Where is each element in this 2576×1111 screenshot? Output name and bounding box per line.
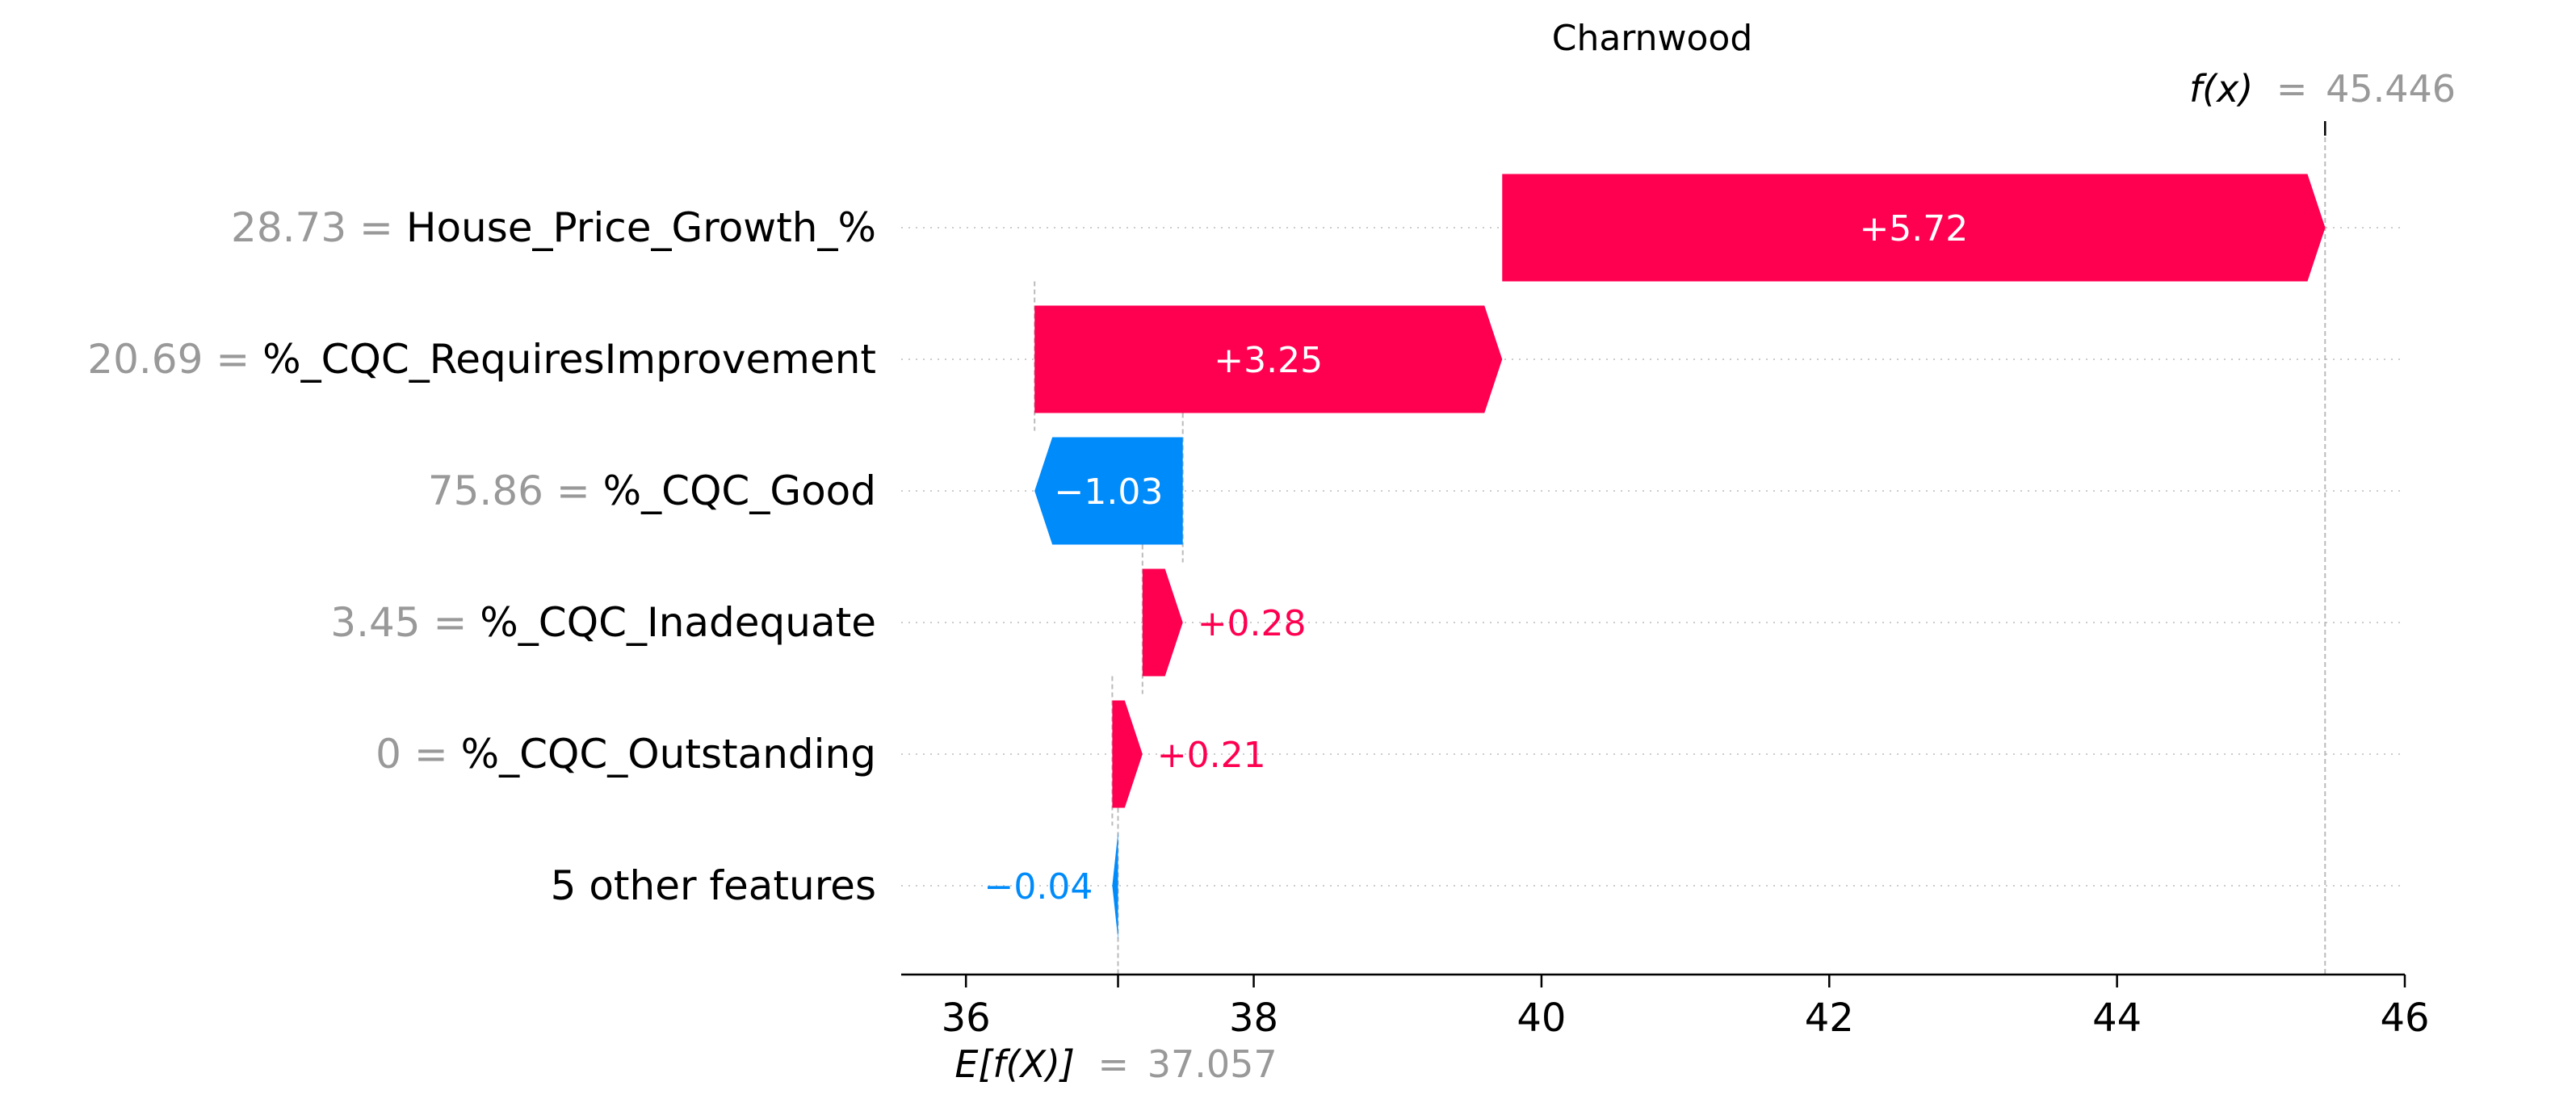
row-label-4: 0 = %_CQC_Outstanding [375,731,876,778]
contribution-label-3: +0.28 [1198,603,1307,644]
contribution-label-2: −1.03 [1055,472,1164,513]
x-tick-label: 46 [2380,996,2429,1041]
contribution-label-5: −0.04 [984,866,1093,908]
contribution-label-1: +3.25 [1214,340,1323,381]
fx-annotation: f(x) = 45.446 [2189,67,2456,111]
row-label-1: 20.69 = %_CQC_RequiresImprovement [87,336,876,383]
bars: +5.72 +3.25 −1.03 +0.28 +0.21 −0.04 [984,174,2326,940]
feature-name: House_Price_Growth_% [406,204,876,251]
feature-value: 75.86 = [428,467,603,514]
ex-label: E[f(X)] [954,1042,1075,1086]
fx-equals: = [2276,67,2308,111]
ex-value: 37.057 [1147,1042,1278,1086]
feature-name: %_CQC_Inadequate [480,599,876,646]
bar-feature-1 [1034,305,1503,413]
x-tick-label: 42 [1805,996,1854,1041]
row-label-5: 5 other features [551,862,876,909]
feature-name: %_CQC_RequiresImprovement [262,336,876,383]
fx-value: 45.446 [2326,67,2456,111]
svg-text:f(x) = 45.446: f(x) = 45.446 [2189,67,2456,111]
contribution-label-0: +5.72 [1859,208,1968,249]
feature-name: %_CQC_Outstanding [461,731,876,778]
contribution-label-4: +0.21 [1157,735,1266,776]
row-label-2: 75.86 = %_CQC_Good [428,467,876,514]
svg-text:E[f(X)] = 37.057: E[f(X)] = 37.057 [954,1042,1277,1086]
chart-title: Charnwood [1552,18,1753,59]
x-tick-label: 44 [2092,996,2142,1041]
bar-feature-2 [1034,437,1183,545]
row-label-0: 28.73 = House_Price_Growth_% [231,204,876,251]
feature-value: 3.45 = [330,599,480,646]
feature-name: %_CQC_Good [603,467,876,514]
fx-label: f(x) [2189,67,2253,111]
x-tick-label: 40 [1517,996,1566,1041]
x-tick-label: 38 [1229,996,1278,1041]
x-axis: 36 38 40 42 44 46 [901,973,2430,1041]
bar-feature-0 [1502,174,2326,282]
ex-equals: = [1098,1042,1130,1086]
feature-name: 5 other features [551,862,876,909]
bar-feature-4 [1112,700,1143,808]
feature-value: 28.73 = [231,204,406,251]
x-tick-label: 36 [942,996,991,1041]
bar-feature-3 [1142,568,1183,677]
feature-value: 20.69 = [87,336,262,383]
row-label-3: 3.45 = %_CQC_Inadequate [330,599,876,646]
bar-feature-5 [1112,832,1118,940]
row-labels: 28.73 = House_Price_Growth_% 20.69 = %_CQ… [87,204,876,909]
ex-annotation: E[f(X)] = 37.057 [954,1042,1277,1086]
feature-value: 0 = [375,731,461,778]
